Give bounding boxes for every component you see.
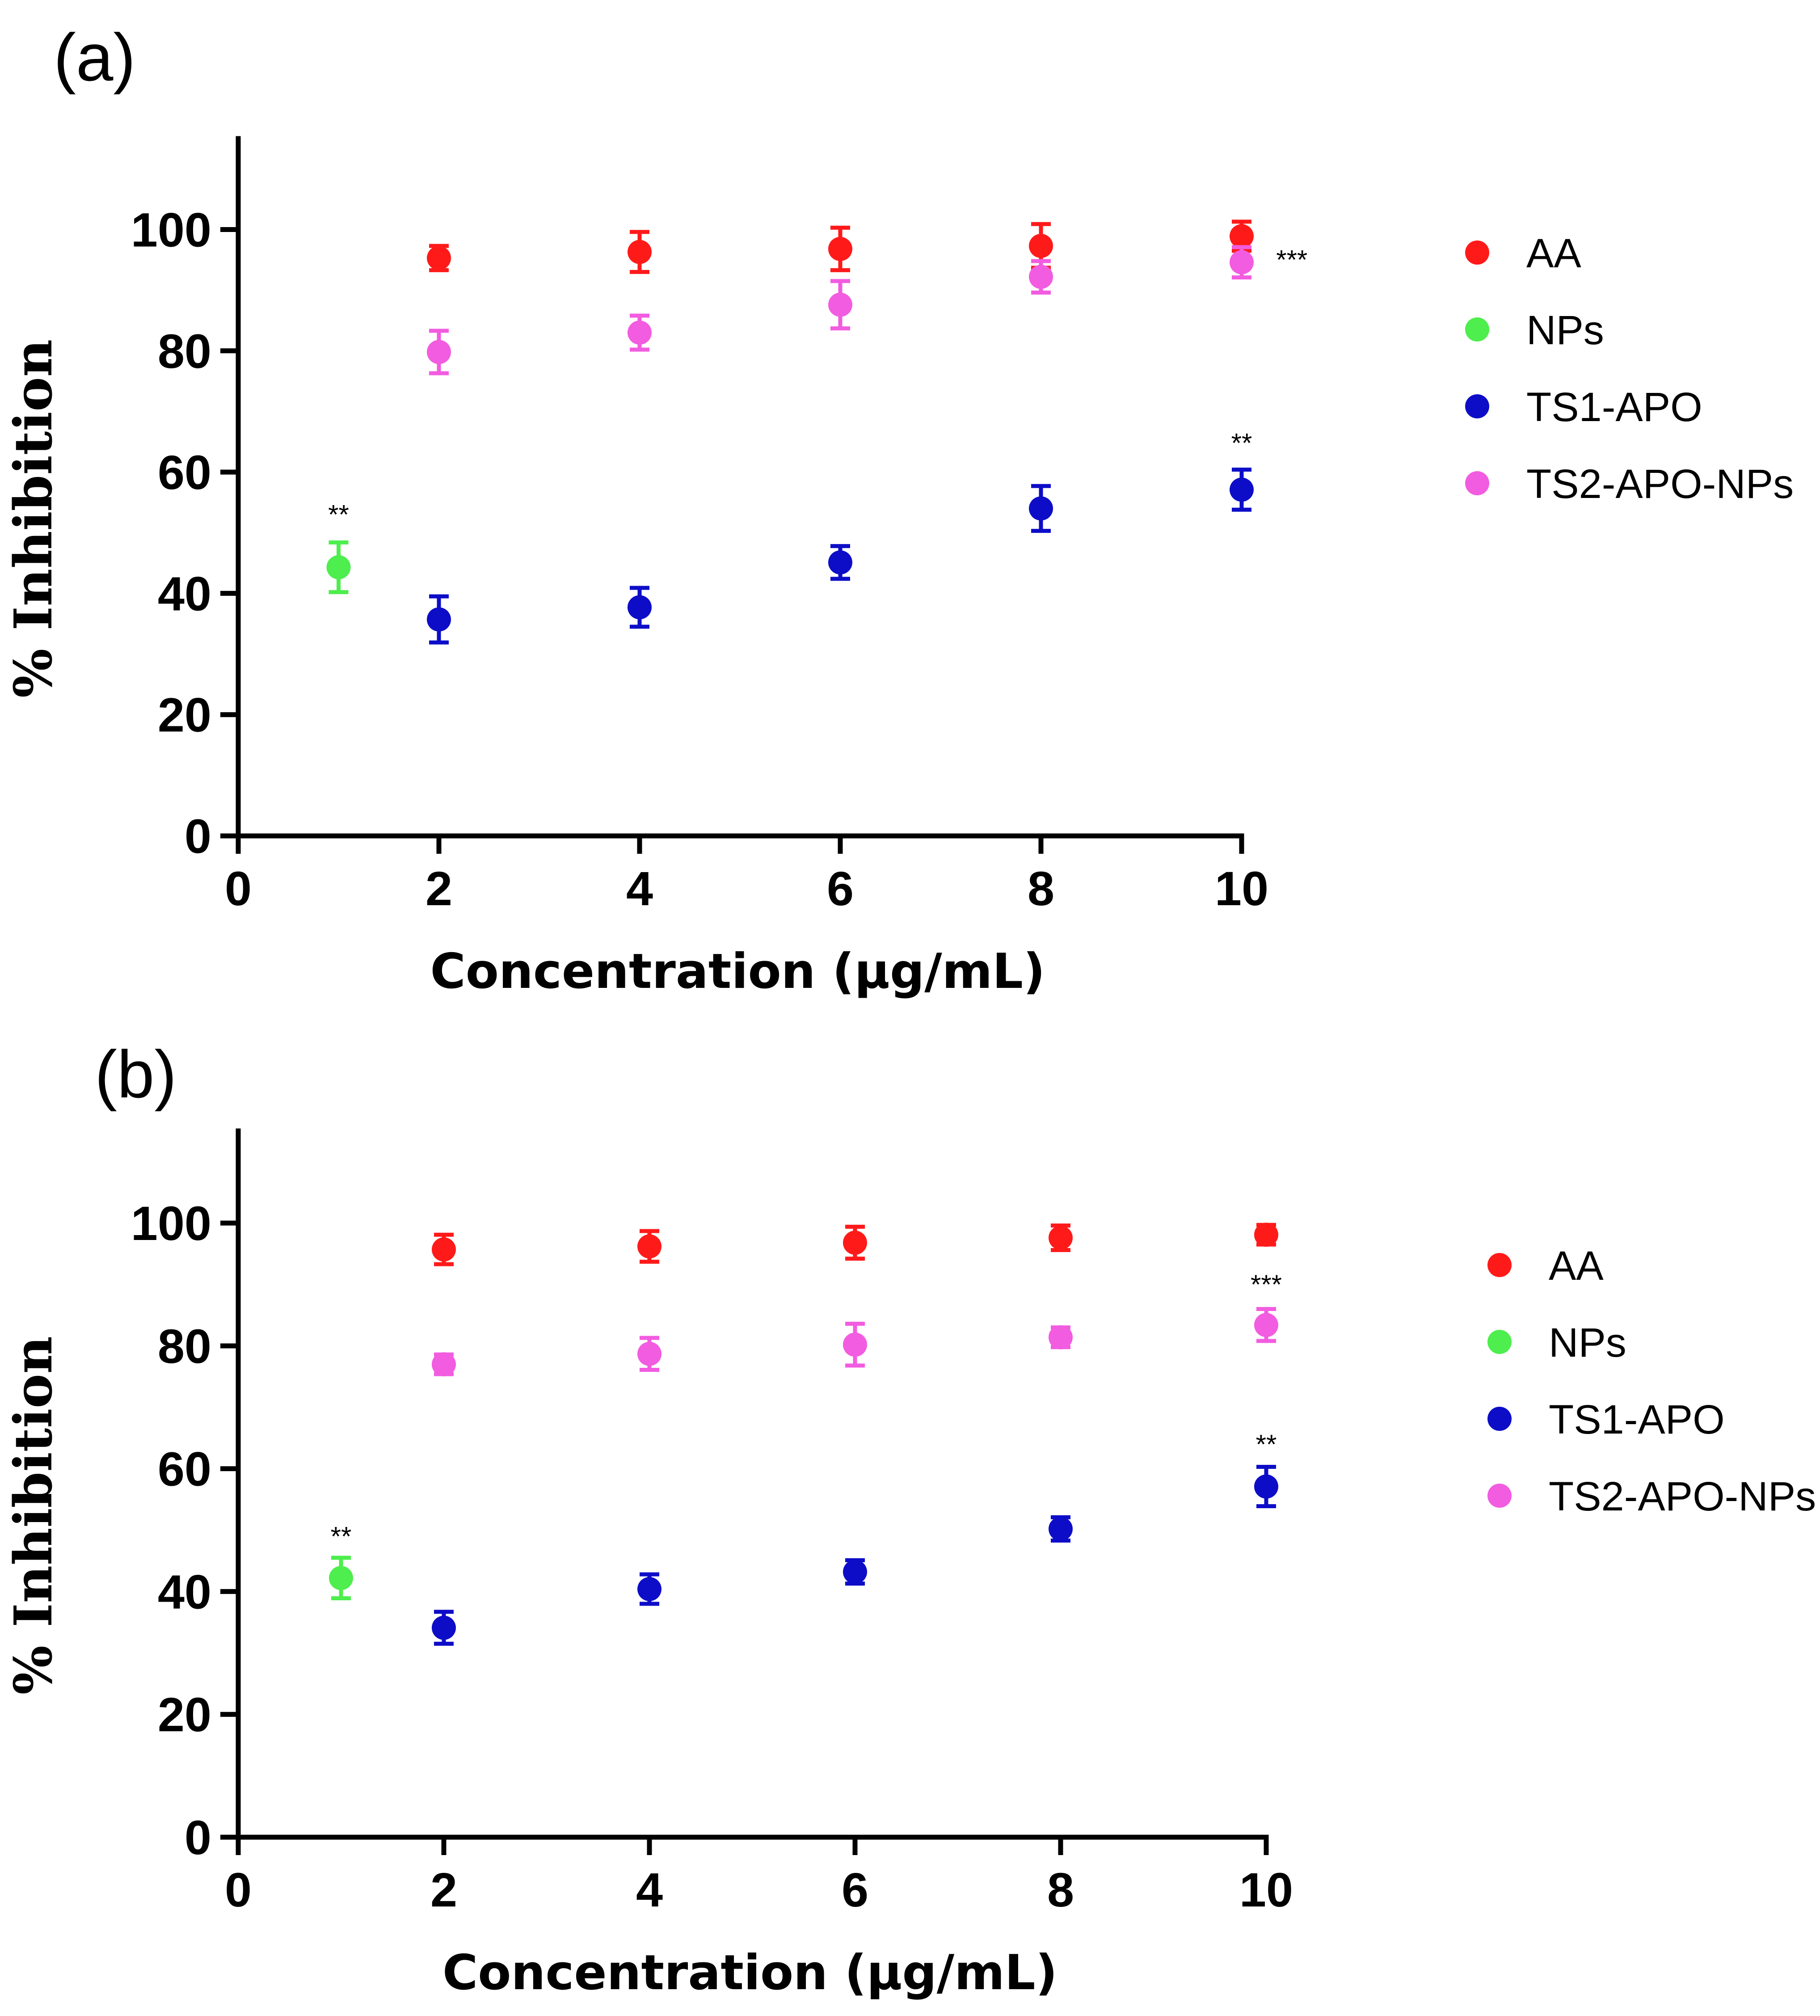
legend: AA NPs TS1-APO TS2-APO-NPs [1487,1243,1816,1519]
y-tick-label: 0 [185,809,211,863]
legend-label: TS1-APO [1526,384,1702,430]
y-tick-label: 60 [158,445,211,499]
legend-marker [1465,471,1489,495]
legend-label: TS1-APO [1549,1397,1725,1442]
legend-label: TS2-APO-NPs [1549,1474,1816,1519]
series-nps [329,1556,353,1601]
data-point [843,1333,867,1357]
x-axis-title: Concentration (µg/mL) [442,1945,1057,2001]
legend-marker [1487,1407,1512,1431]
significance-annotation: *** [1276,245,1307,275]
data-point [1254,1313,1278,1337]
data-point [432,1237,456,1262]
series-ts1-apo [432,1465,1278,1646]
series-ts2-apo-nps [432,1307,1278,1377]
legend-marker [1487,1330,1512,1354]
legend-label: TS2-APO-NPs [1526,461,1794,507]
series-ts1-apo [427,468,1254,645]
x-tick-label: 10 [1215,861,1268,915]
y-tick-label: 60 [158,1442,211,1496]
data-point [843,1231,867,1255]
data-point [628,595,652,620]
data-point [628,240,652,264]
significance-annotation: *** [1251,1269,1282,1299]
legend-marker [1465,394,1489,418]
data-point [427,340,451,364]
series-ts2-apo-nps [427,245,1254,375]
y-axis-title: % Inhibition [3,339,64,698]
data-point [1230,250,1254,274]
series-nps [326,540,351,595]
y-tick-label: 100 [131,202,211,257]
data-point [828,550,852,575]
legend-marker [1487,1484,1512,1508]
data-point [1029,265,1053,289]
x-tick-label: 4 [626,861,653,915]
data-point [432,1615,456,1640]
data-point [628,321,652,345]
panel-label: (a) [54,20,135,95]
x-tick-label: 0 [225,861,252,915]
data-point [427,246,451,270]
legend-label: AA [1526,231,1581,276]
data-point [828,236,852,261]
data-point [1049,1325,1073,1350]
data-point [637,1234,661,1259]
data-point [828,292,852,317]
x-tick-label: 6 [827,861,854,915]
x-tick-label: 0 [225,1863,252,1917]
chart-panel-b: (b) 0 20 40 60 80 100 0 2 4 6 8 10 Concentration (µg/… [3,1037,1816,2001]
significance-annotation: ** [1231,428,1252,458]
y-tick-label: 100 [131,1196,211,1250]
y-tick-label: 20 [158,688,211,742]
data-point [427,607,451,632]
data-point [637,1341,661,1366]
legend-marker [1465,317,1489,342]
data-point [1049,1517,1073,1541]
series-aa [427,219,1254,274]
data-point [1029,496,1053,521]
y-tick-label: 20 [158,1687,211,1742]
x-axis-title: Concentration (µg/mL) [430,944,1045,1000]
x-tick-label: 8 [1047,1863,1074,1917]
x-tick-label: 4 [636,1863,663,1917]
data-point [1049,1226,1073,1250]
data-point [637,1577,661,1601]
significance-annotation: ** [331,1521,352,1551]
legend-label: AA [1549,1243,1604,1289]
legend: AA NPs TS1-APO TS2-APO-NPs [1465,231,1794,507]
x-tick-label: 2 [426,861,452,915]
panel-label: (b) [95,1037,177,1112]
x-tick-label: 2 [430,1863,457,1917]
y-tick-label: 40 [158,566,211,620]
data-point [1230,224,1254,249]
y-axis-title: % Inhibition [3,1336,64,1695]
legend-label: NPs [1549,1320,1626,1366]
legend-marker [1487,1253,1512,1277]
significance-annotation: ** [328,499,349,529]
data-point [329,1566,353,1590]
x-tick-label: 8 [1028,861,1054,915]
data-point [1029,234,1053,258]
data-point [1230,477,1254,502]
series-aa [432,1223,1278,1266]
data-point [326,555,351,580]
legend-label: NPs [1526,308,1604,353]
chart-panel-a: (a) 0 20 40 60 80 100 0 2 4 6 8 10 Concentration (µg/… [3,20,1794,1000]
x-tick-label: 6 [842,1863,868,1917]
y-tick-label: 40 [158,1565,211,1619]
data-point [1254,1223,1278,1247]
y-tick-label: 80 [158,324,211,378]
data-point [843,1560,867,1584]
data-point [1254,1474,1278,1499]
y-tick-label: 0 [185,1810,211,1864]
significance-annotation: ** [1256,1429,1277,1459]
x-tick-label: 10 [1239,1863,1293,1917]
legend-marker [1465,240,1489,265]
y-tick-label: 80 [158,1319,211,1373]
data-point [432,1352,456,1377]
